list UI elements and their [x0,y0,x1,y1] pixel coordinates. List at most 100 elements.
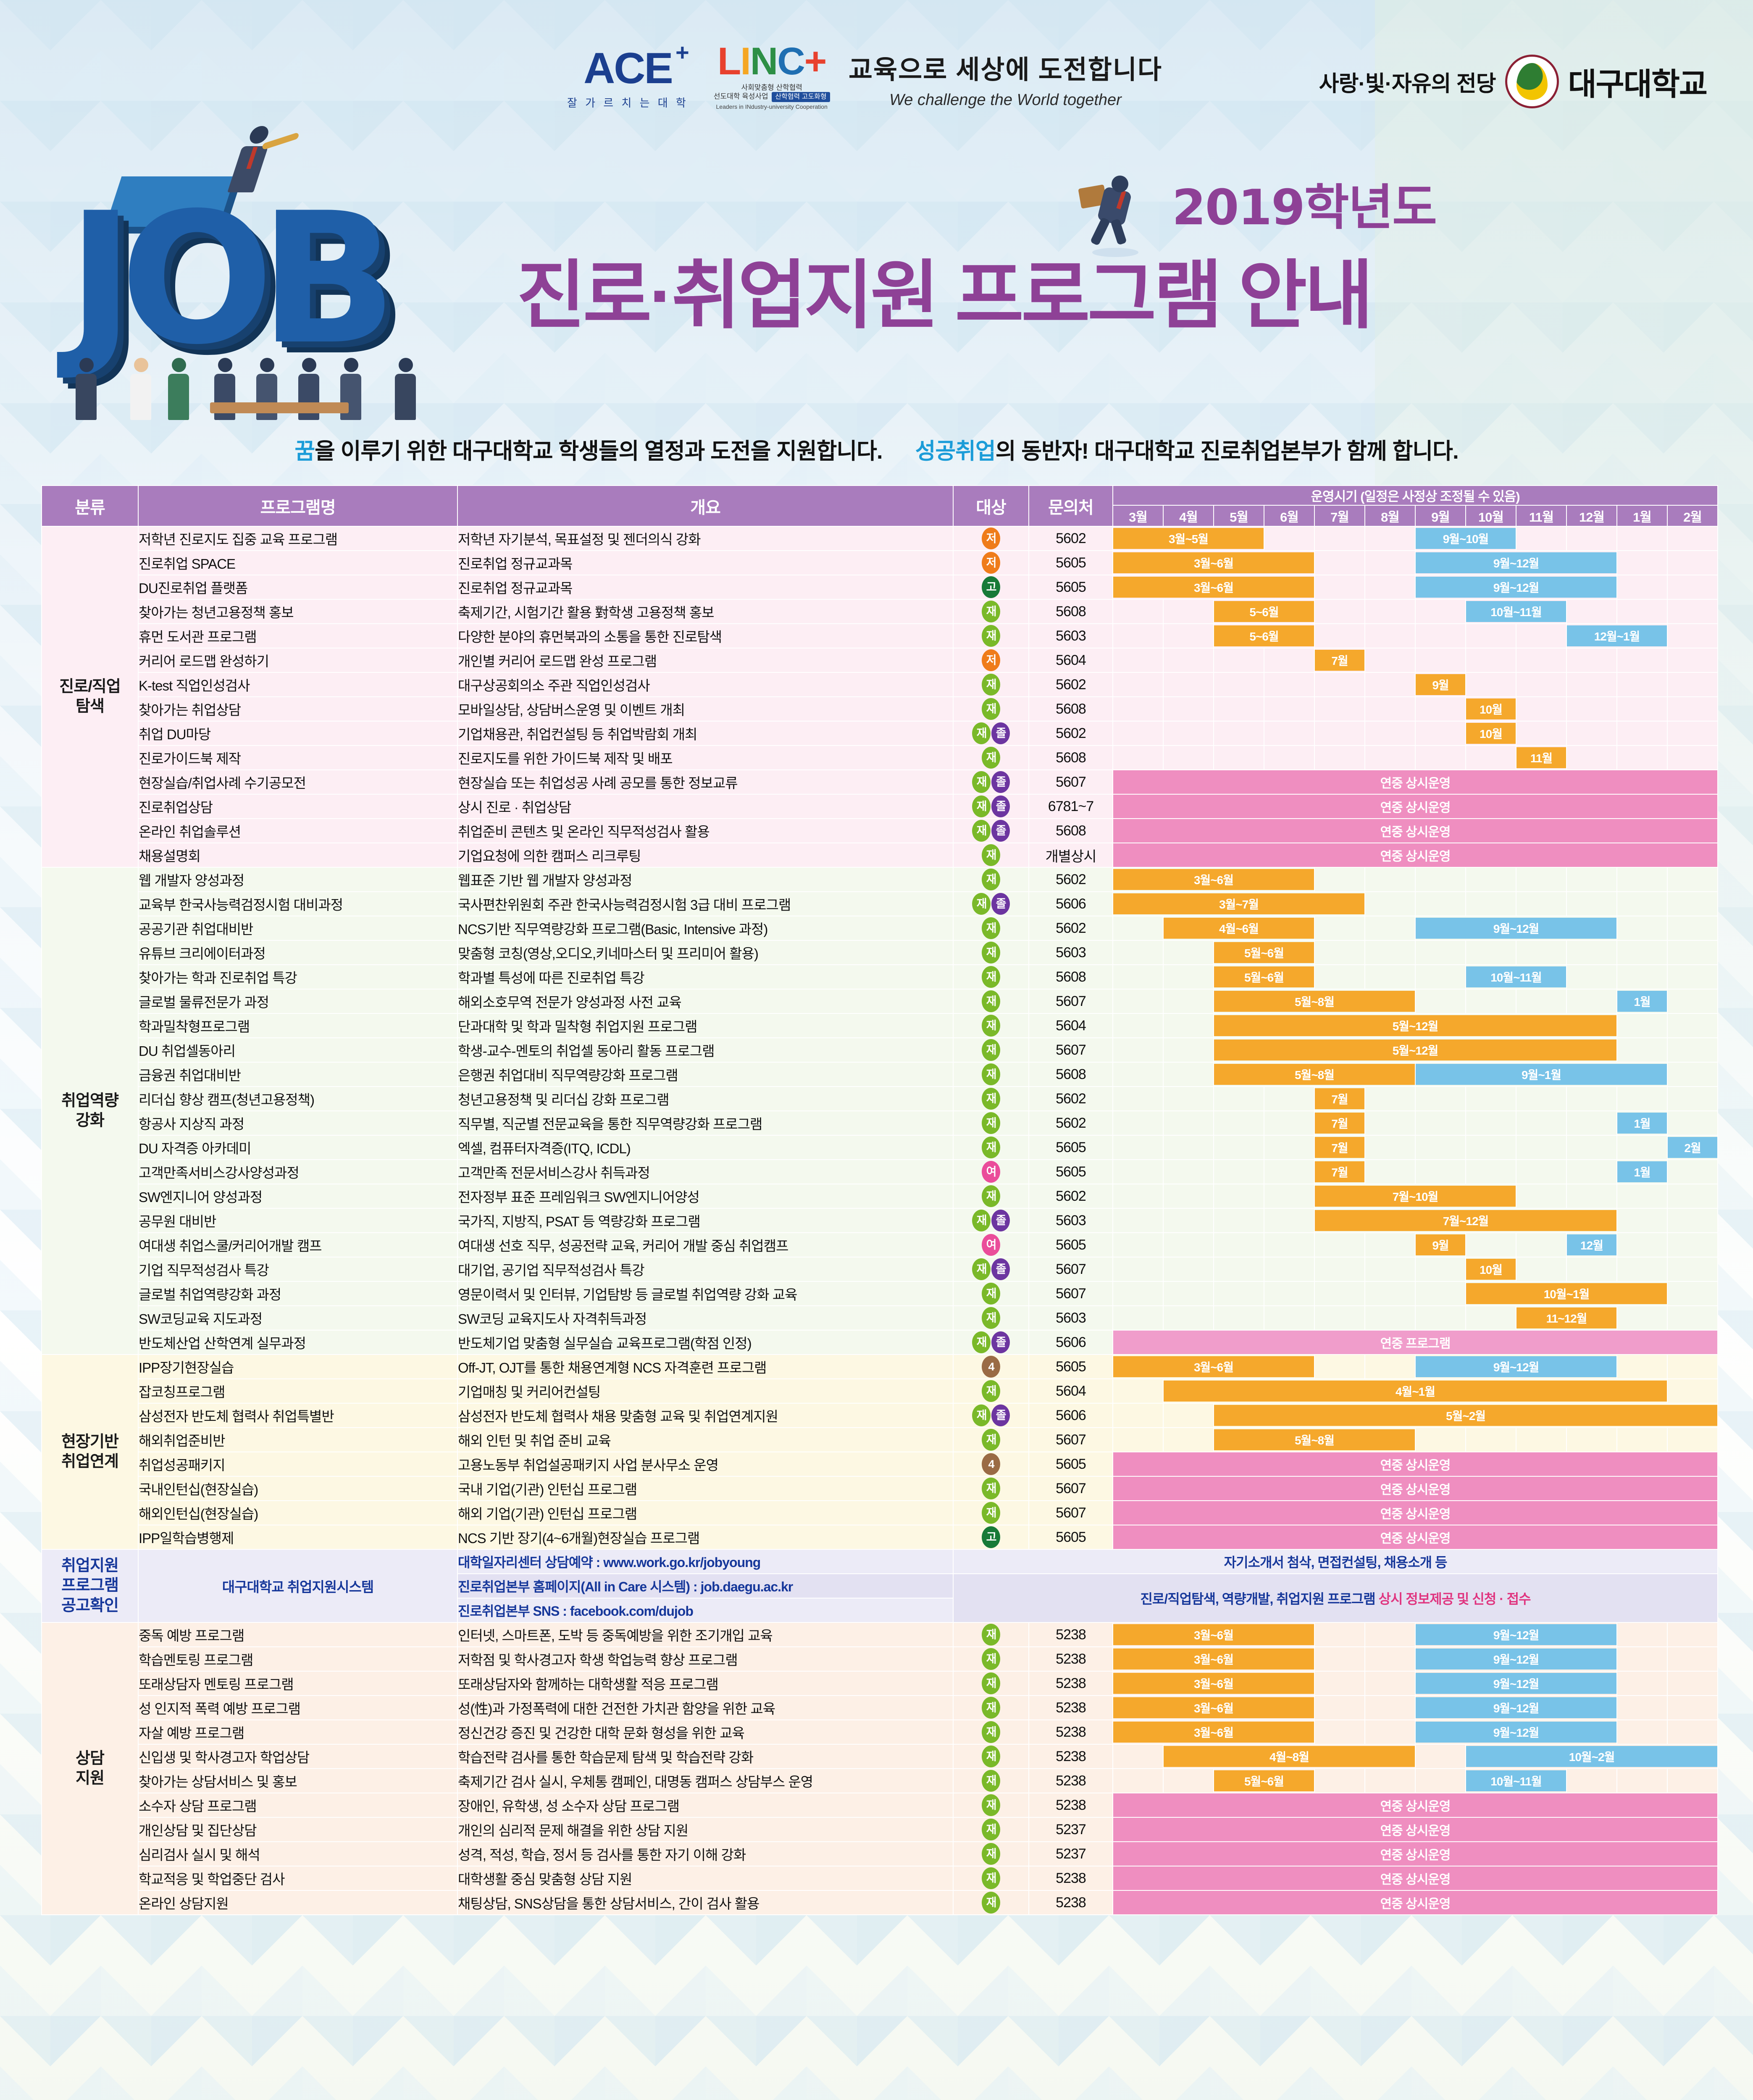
program-name: DU진로취업 플랫폼 [138,575,458,600]
tagline-left: 꿈을 이루기 위한 대구대학교 학생들의 열정과 도전을 지원합니다. [294,433,883,465]
schedule-empty-cell [1264,1257,1315,1282]
schedule-empty-cell [1616,867,1668,892]
table-row: 교육부 한국사능력검정시험 대비과정 국사편찬위원회 주관 한국사능력검정시험 3… [42,891,1719,916]
schedule-empty-cell [1213,672,1264,697]
program-name: 현장실습/취업사례 수기공모전 [138,769,458,795]
schedule-bar: 4월~6월 [1164,918,1314,939]
schedule-empty-cell [1314,940,1365,965]
schedule-bar-cell: 9월~12월 [1415,550,1617,575]
schedule-empty-cell [1213,1208,1264,1233]
target-badge-재: 재 [982,990,1000,1012]
schedule-empty-cell [1112,599,1164,624]
schedule-empty-cell [1415,891,1466,916]
schedule-empty-cell [1112,745,1164,770]
target-badge-졸: 졸 [991,722,1010,744]
program-name: SW코딩교육 지도과정 [138,1305,458,1331]
schedule-bar-cell: 3월~5월 [1112,526,1264,551]
table-row: 학교적응 및 학업중단 검사 대학생활 중심 맞춤형 상담 지원 재 5238 연중 상… [42,1866,1719,1891]
schedule-empty-cell [1213,745,1264,770]
table-row: 글로벌 취업역량강화 과정 영문이력서 및 인터뷰, 기업탐방 등 글로벌 취업역… [42,1281,1719,1306]
schedule-bar-cell: 1월 [1616,1110,1668,1136]
th-month-6: 8월 [1364,505,1416,527]
support-info-line[interactable]: 진로취업본부 SNS : facebook.com/dujob [457,1598,954,1623]
program-summary: 다양한 분야의 휴먼북과의 소통을 통한 진로탐색 [457,623,954,648]
target-badge-여: 여 [982,1161,1000,1183]
schedule-empty-cell [1364,1257,1416,1282]
program-name: 금융권 취업대비반 [138,1062,458,1087]
program-target: 4 [953,1354,1029,1379]
support-info-line[interactable]: 대학일자리센터 상담예약 : www.work.go.kr/jobyoung [457,1549,954,1574]
program-target: 재 [953,843,1029,868]
schedule-empty-cell [1314,623,1365,648]
th-month-4: 6월 [1264,505,1315,527]
program-summary: 전자정부 표준 프레임워크 SW엔지니어양성 [457,1184,954,1209]
schedule-empty-cell [1465,1086,1516,1111]
schedule-empty-cell [1112,1305,1164,1331]
schedule-empty-cell [1516,623,1567,648]
schedule-empty-cell [1415,964,1466,990]
schedule-bar-cell: 9월~12월 [1415,916,1617,941]
section-category-support-info: 취업지원 프로그램 공고확인 [41,1549,139,1623]
program-summary: 장애인, 유학생, 성 소수자 상담 프로그램 [457,1793,954,1818]
table-row: 진로취업상담 상시 진로 · 취업상담 재 졸 6781~7 연중 상시운영 [42,794,1719,819]
schedule-empty-cell [1213,1184,1264,1209]
schedule-empty-cell [1566,672,1617,697]
schedule-bar: 10월~1월 [1466,1283,1667,1304]
schedule-empty-cell [1666,1159,1719,1184]
program-target: 재 [953,1086,1029,1111]
program-name: 개인상담 및 집단상담 [138,1817,458,1842]
program-target: 재 [953,1135,1029,1160]
target-badge-재: 재 [982,1502,1000,1524]
schedule-empty-cell [1566,1768,1617,1793]
schedule-empty-cell [1364,867,1416,892]
program-contact: 5237 [1028,1841,1113,1866]
schedule-empty-cell [1264,672,1315,697]
schedule-empty-cell [1516,1184,1567,1209]
schedule-empty-cell [1465,867,1516,892]
program-contact: 5608 [1028,964,1113,990]
table-row: 개인상담 및 집단상담 개인의 심리적 문제 해결을 위한 상담 지원 재 5237 연… [42,1817,1719,1842]
page-title: 진로·취업지원 프로그램 안내 [517,254,1373,337]
program-summary: 학생-교수-멘토의 취업셀 동아리 활동 프로그램 [457,1037,954,1063]
support-info-line[interactable]: 진로취업본부 홈페이지(All in Care 시스템) : job.daegu… [457,1573,954,1599]
schedule-bar-cell: 11~12월 [1516,1305,1617,1331]
table-row: 취업성공패키지 고용노동부 취업설공패키지 사업 분사무소 운영 4 5605 연중 상… [42,1452,1719,1477]
target-badge-여: 여 [982,1234,1000,1256]
schedule-empty-cell [1566,721,1617,746]
section-category-career-explore: 진로/직업 탐색 [41,526,139,868]
program-table: 분류 프로그램명 개요 대상 문의처 운영시기 (일정은 사정상 조정될 수 있… [41,485,1719,1915]
schedule-empty-cell [1112,1427,1164,1452]
schedule-empty-cell [1666,672,1719,697]
partner-logos: ACE + 잘 가 르 치 는 대 학 LINC+ 사회맞춤형 산학협력 선도대학… [567,41,830,110]
schedule-empty-cell [1666,1257,1719,1282]
target-badge-졸: 졸 [991,1404,1010,1426]
program-target: 재 [953,1305,1029,1331]
schedule-empty-cell [1516,721,1567,746]
schedule-bar-cell: 10월~11월 [1465,1768,1567,1793]
program-target: 재 [953,1281,1029,1306]
program-contact: 5605 [1028,575,1113,600]
program-contact: 5237 [1028,1817,1113,1842]
schedule-empty-cell [1465,1427,1516,1452]
program-name: 신입생 및 학사경고자 학업상담 [138,1744,458,1769]
schedule-empty-cell [1364,623,1416,648]
target-badge-재: 재 [982,1380,1000,1402]
schedule-empty-cell [1314,1695,1365,1720]
schedule-bar: 7월~12월 [1315,1210,1616,1231]
schedule-empty-cell [1213,1159,1264,1184]
target-badge-재: 재 [982,1015,1000,1037]
schedule-empty-cell [1112,916,1164,941]
target-badge-재: 재 [982,747,1000,769]
program-name: 공공기관 취업대비반 [138,916,458,941]
schedule-empty-cell [1465,1232,1516,1257]
program-name: 반도체산업 산학연계 실무과정 [138,1330,458,1355]
schedule-empty-cell [1415,648,1466,673]
program-name: 유튜브 크리에이터과정 [138,940,458,965]
schedule-empty-cell [1112,696,1164,722]
schedule-empty-cell [1314,1719,1365,1745]
th-month-1: 3월 [1112,505,1164,527]
program-contact: 5602 [1028,721,1113,746]
